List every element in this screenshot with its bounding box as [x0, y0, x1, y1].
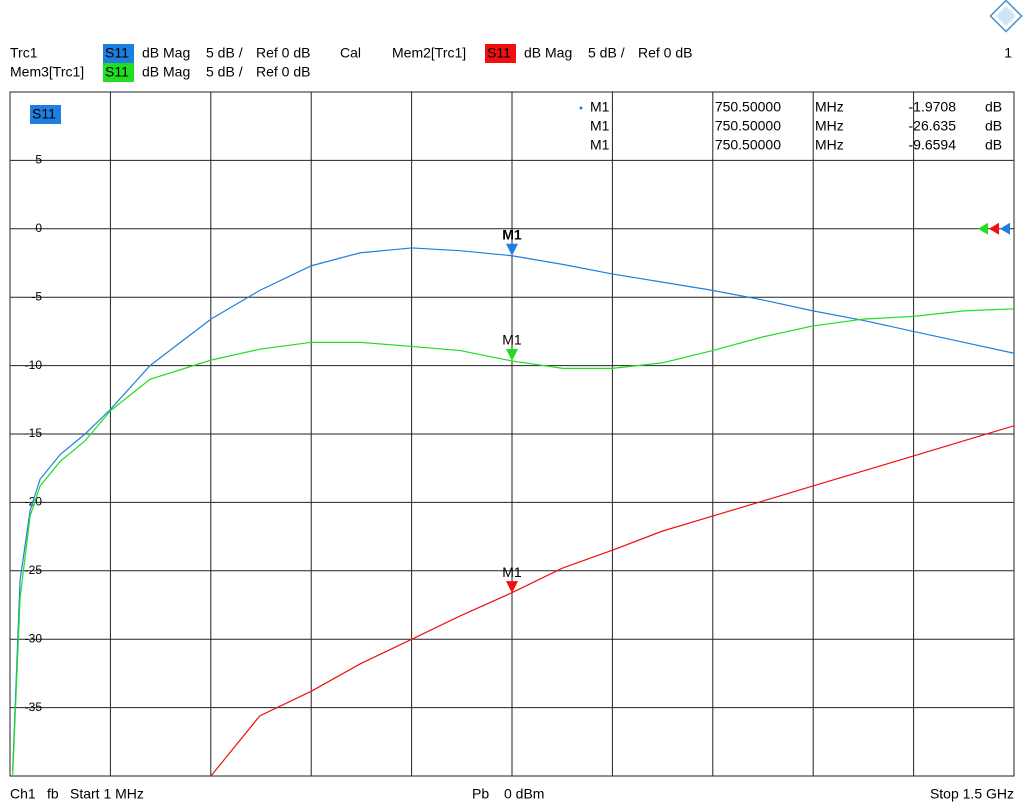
trace-line: [12, 247, 1014, 771]
cal-status: Cal: [340, 45, 361, 61]
trace-name: Mem3[Trc1]: [10, 64, 84, 80]
marker-label: M1: [502, 226, 522, 242]
footer-channel: Ch1: [10, 786, 36, 802]
y-tick-label: -5: [31, 289, 42, 303]
marker-stimulus: 750.50000: [715, 137, 781, 153]
trace-badge: [103, 63, 134, 82]
y-tick-label: -15: [25, 426, 43, 440]
y-tick-label: 5: [35, 153, 42, 167]
trace-scale: 5 dB /: [588, 45, 625, 61]
marker-triangle: [506, 243, 518, 256]
trace-ref: Ref 0 dB: [256, 45, 310, 61]
ref-level-arrow: [989, 222, 999, 235]
marker-stimulus: 750.50000: [715, 99, 781, 115]
trace-name: Trc1: [10, 45, 38, 61]
active-marker-dot: [579, 106, 583, 110]
footer-power: 0 dBm: [504, 786, 544, 802]
y-tick-label: -25: [25, 563, 43, 577]
marker-value: -1.9708: [909, 99, 957, 115]
marker-value: -9.6594: [909, 137, 957, 153]
trace-name: Mem2[Trc1]: [392, 45, 466, 61]
trace-badge: [103, 44, 134, 63]
marker-value-unit: dB: [985, 118, 1002, 134]
marker-name: M1: [590, 118, 610, 134]
marker-stimulus-unit: MHz: [815, 118, 844, 134]
ref-level-arrow: [1000, 222, 1010, 235]
y-tick-label: -30: [25, 631, 43, 645]
plot-border: [9, 91, 1015, 777]
active-trace-label: S11: [32, 106, 56, 122]
trace-line: [210, 425, 1014, 776]
active-trace-badge: [30, 105, 61, 124]
marker-label: M1: [502, 332, 522, 348]
trace-format: dB Mag: [142, 64, 190, 80]
trace-scale: 5 dB /: [206, 64, 243, 80]
trace-format: dB Mag: [142, 45, 190, 61]
marker-label: M1: [502, 564, 522, 580]
trace-param: S11: [105, 45, 129, 61]
trace-ref: Ref 0 dB: [256, 64, 310, 80]
marker-stimulus-unit: MHz: [815, 99, 844, 115]
trace-param: S11: [487, 45, 511, 61]
marker-name: M1: [590, 137, 610, 153]
marker-value: -26.635: [909, 118, 957, 134]
footer-power-label: Pb: [472, 786, 489, 802]
footer-start: Start 1 MHz: [70, 786, 144, 802]
footer-stop: Stop 1.5 GHz: [930, 786, 1014, 802]
marker-name: M1: [590, 99, 610, 115]
trace-badge: [485, 44, 516, 63]
trace-ref: Ref 0 dB: [638, 45, 692, 61]
marker-triangle: [506, 348, 518, 361]
ref-level-arrow: [978, 222, 988, 235]
logo[interactable]: [989, 0, 1023, 33]
window-number: 1: [1004, 45, 1012, 61]
marker-value-unit: dB: [985, 99, 1002, 115]
y-tick-label: -10: [25, 358, 43, 372]
trace-format: dB Mag: [524, 45, 572, 61]
y-tick-label: 0: [35, 221, 42, 235]
marker-stimulus-unit: MHz: [815, 137, 844, 153]
marker-triangle: [506, 581, 518, 594]
trace-scale: 5 dB /: [206, 45, 243, 61]
marker-stimulus: 750.50000: [715, 118, 781, 134]
trace-param: S11: [105, 64, 129, 80]
marker-value-unit: dB: [985, 137, 1002, 153]
footer-mode: fb: [47, 786, 59, 802]
y-tick-label: -35: [25, 700, 43, 714]
trace-line: [12, 308, 1014, 776]
